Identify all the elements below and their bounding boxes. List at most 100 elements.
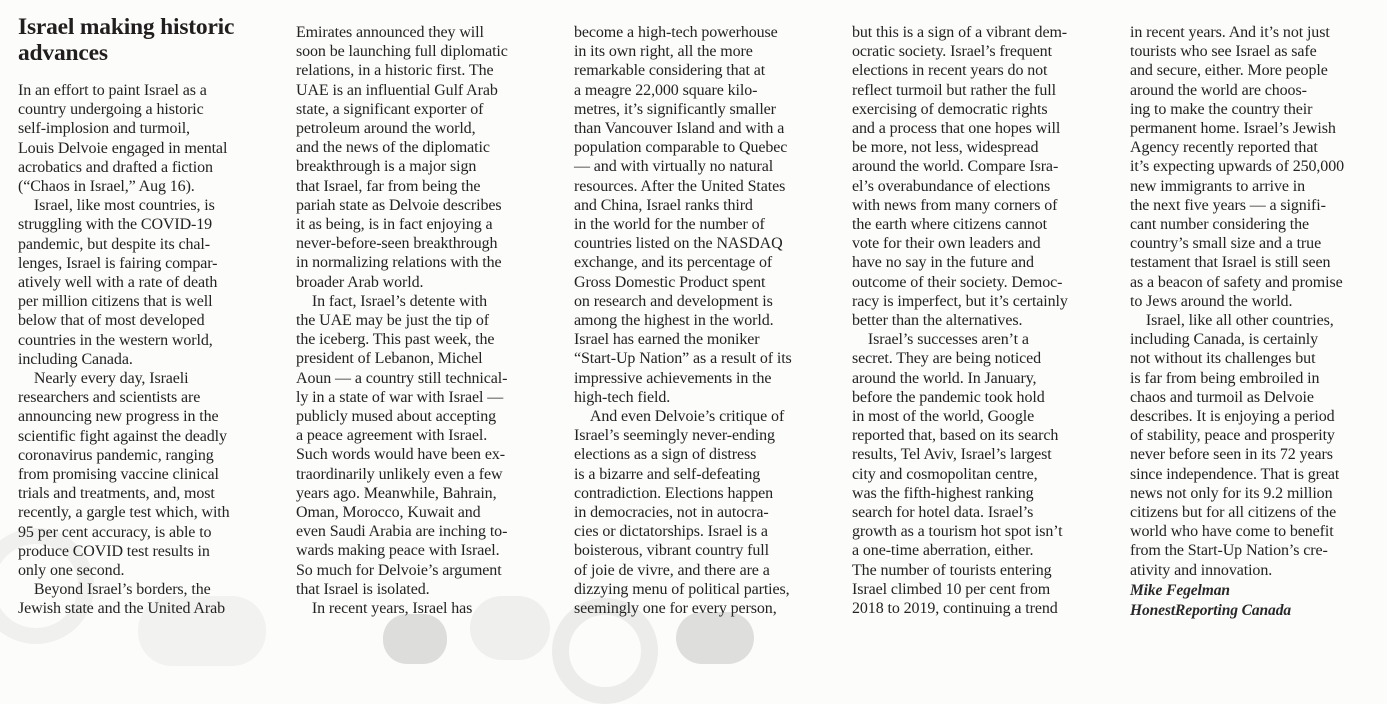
text-line: country undergoing a historic bbox=[18, 101, 204, 119]
text-line: Gross Domestic Product spent bbox=[574, 273, 766, 291]
text-line: boisterous, vibrant country full bbox=[574, 542, 769, 560]
text-line: a peace agreement with Israel. bbox=[296, 427, 488, 445]
text-line: tourists who see Israel as safe bbox=[1130, 43, 1317, 61]
article-columns: Israel making historic advances In an ef… bbox=[18, 14, 1387, 622]
text-line: recently, a gargle test which, with bbox=[18, 504, 230, 522]
text-line: growth as a tourism hot spot isn’t bbox=[852, 523, 1063, 541]
text-line: Oman, Morocco, Kuwait and bbox=[296, 504, 481, 522]
text-line: city and cosmopolitan centre, bbox=[852, 465, 1038, 483]
text-line: testament that Israel is still seen bbox=[1130, 254, 1331, 272]
text-line: it as being, is in fact enjoying a bbox=[296, 216, 493, 234]
article-column-1: Israel making historic advances In an ef… bbox=[18, 14, 275, 622]
text-line: never-before-seen breakthrough bbox=[296, 235, 498, 253]
text-line: In an effort to paint Israel as a bbox=[18, 82, 207, 99]
text-line: never before seen in its 72 years bbox=[1130, 446, 1333, 464]
text-line: a meagre 22,000 square kilo- bbox=[574, 81, 758, 99]
text-line: Beyond Israel’s borders, the bbox=[18, 581, 211, 599]
text-line: atively well with a rate of death bbox=[18, 274, 218, 292]
text-line: produce COVID test results in bbox=[18, 542, 210, 560]
text-line: metres, it’s significantly smaller bbox=[574, 100, 776, 118]
text-line: years ago. Meanwhile, Bahrain, bbox=[296, 484, 497, 502]
text-line: a one-time aberration, either. bbox=[852, 542, 1034, 560]
text-line: ativity and innovation. bbox=[1130, 561, 1273, 579]
text-line: world who have come to benefit bbox=[1130, 523, 1334, 541]
text-line: only one second. bbox=[18, 562, 125, 580]
text-line: elections as a sign of distress bbox=[574, 446, 757, 464]
text-line: is far from being embroiled in bbox=[1130, 369, 1320, 387]
text-line: vote for their own leaders and bbox=[852, 235, 1041, 253]
text-line: population comparable to Quebec bbox=[574, 139, 788, 157]
text-line: but this is a sign of a vibrant dem- bbox=[852, 24, 1068, 41]
text-line: the next five years — a signifi- bbox=[1130, 196, 1326, 214]
text-line: Agency recently reported that bbox=[1130, 139, 1318, 157]
text-line: dizzying menu of political parties, bbox=[574, 580, 790, 598]
text-line: before the pandemic took hold bbox=[852, 388, 1045, 406]
text-line: ing to make the country their bbox=[1130, 100, 1313, 118]
author-name: Mike Fegelman bbox=[1130, 581, 1230, 599]
text-line: researchers and scientists are bbox=[18, 389, 201, 407]
text-line: struggling with the COVID-19 bbox=[18, 216, 213, 234]
text-line: the iceberg. This past week, the bbox=[296, 331, 495, 349]
text-line: than Vancouver Island and with a bbox=[574, 120, 785, 138]
text-line: 95 per cent accuracy, is able to bbox=[18, 523, 212, 541]
text-line: pariah state as Delvoie describes bbox=[296, 196, 502, 214]
text-line: acrobatics and drafted a fiction bbox=[18, 158, 213, 176]
text-line: impressive achievements in the bbox=[574, 369, 772, 387]
text-line: racy is imperfect, but it’s certainly bbox=[852, 292, 1068, 310]
article-column-5: in recent years. And it’s not just touris… bbox=[1130, 14, 1387, 622]
text-line: among the highest in the world. bbox=[574, 312, 774, 330]
author-organization: HonestReporting Canada bbox=[1130, 602, 1292, 620]
text-line: in most of the world, Google bbox=[852, 408, 1035, 426]
article-column-4: but this is a sign of a vibrant dem-ocra… bbox=[852, 14, 1109, 622]
text-line: not without its challenges but bbox=[1130, 350, 1316, 368]
text-line: from the Start-Up Nation’s cre- bbox=[1130, 542, 1328, 560]
text-line: Israel, like all other countries, bbox=[1130, 312, 1334, 330]
text-line: in the world for the number of bbox=[574, 216, 765, 234]
text-line: Such words would have been ex- bbox=[296, 446, 505, 464]
column-text: become a high-tech powerhouse in its own … bbox=[574, 23, 831, 618]
text-line: “Start-Up Nation” as a result of its bbox=[574, 350, 792, 368]
text-line: is a bizarre and self-defeating bbox=[574, 465, 761, 483]
text-line: In recent years, Israel has bbox=[296, 600, 473, 618]
text-line: Israel’s seemingly never-ending bbox=[574, 427, 775, 445]
text-line: including Canada, is certainly bbox=[1130, 331, 1319, 349]
text-line: Israel’s successes aren’t a bbox=[852, 331, 1029, 349]
text-line: Israel climbed 10 per cent from bbox=[852, 580, 1051, 598]
text-line: around the world. Compare Isra- bbox=[852, 158, 1059, 176]
column-text: in recent years. And it’s not just touris… bbox=[1130, 23, 1387, 580]
text-line: as a beacon of safety and promise bbox=[1130, 273, 1343, 291]
text-line: traordinarily unlikely even a few bbox=[296, 465, 503, 483]
text-line: that Israel is isolated. bbox=[296, 580, 430, 598]
text-line: new immigrants to arrive in bbox=[1130, 177, 1306, 195]
text-line: the UAE may be just the tip of bbox=[296, 312, 489, 330]
text-line: around the world. In January, bbox=[852, 369, 1037, 387]
text-line: resources. After the United States bbox=[574, 177, 786, 195]
text-line: the earth where citizens cannot bbox=[852, 216, 1048, 234]
text-line: country’s small size and a true bbox=[1130, 235, 1322, 253]
text-line: In fact, Israel’s detente with bbox=[296, 292, 488, 310]
text-line: wards making peace with Israel. bbox=[296, 542, 500, 560]
text-line: lenges, Israel is fairing compar- bbox=[18, 254, 218, 272]
text-line: Israel, like most countries, is bbox=[18, 197, 215, 215]
text-line: Aoun — a country still technical- bbox=[296, 369, 508, 387]
text-line: have no say in the future and bbox=[852, 254, 1034, 272]
text-line: And even Delvoie’s critique of bbox=[574, 408, 785, 426]
text-line: pandemic, but despite its chal- bbox=[18, 235, 210, 253]
column-text: In an effort to paint Israel as a country… bbox=[18, 81, 275, 619]
text-line: since independence. That is great bbox=[1130, 465, 1340, 483]
text-line: broader Arab world. bbox=[296, 273, 424, 291]
text-line: with news from many corners of bbox=[852, 196, 1058, 214]
text-line: in democracies, not in autocra- bbox=[574, 504, 769, 522]
text-line: seemingly one for every person, bbox=[574, 600, 777, 618]
text-line: in normalizing relations with the bbox=[296, 254, 502, 272]
text-line: Louis Delvoie engaged in mental bbox=[18, 139, 228, 157]
article-column-2: Emirates announced they will soon be laun… bbox=[296, 14, 553, 622]
column-text: Emirates announced they will soon be laun… bbox=[296, 23, 553, 618]
text-line: citizens but for all citizens of the bbox=[1130, 504, 1337, 522]
text-line: secret. They are being noticed bbox=[852, 350, 1042, 368]
text-line: — and with virtually no natural bbox=[574, 158, 774, 176]
text-line: Jewish state and the United Arab bbox=[18, 600, 225, 618]
text-line: elections in recent years do not bbox=[852, 62, 1048, 80]
text-line: cies or dictatorships. Israel is a bbox=[574, 523, 768, 541]
text-line: scientific fight against the deadly bbox=[18, 427, 227, 445]
